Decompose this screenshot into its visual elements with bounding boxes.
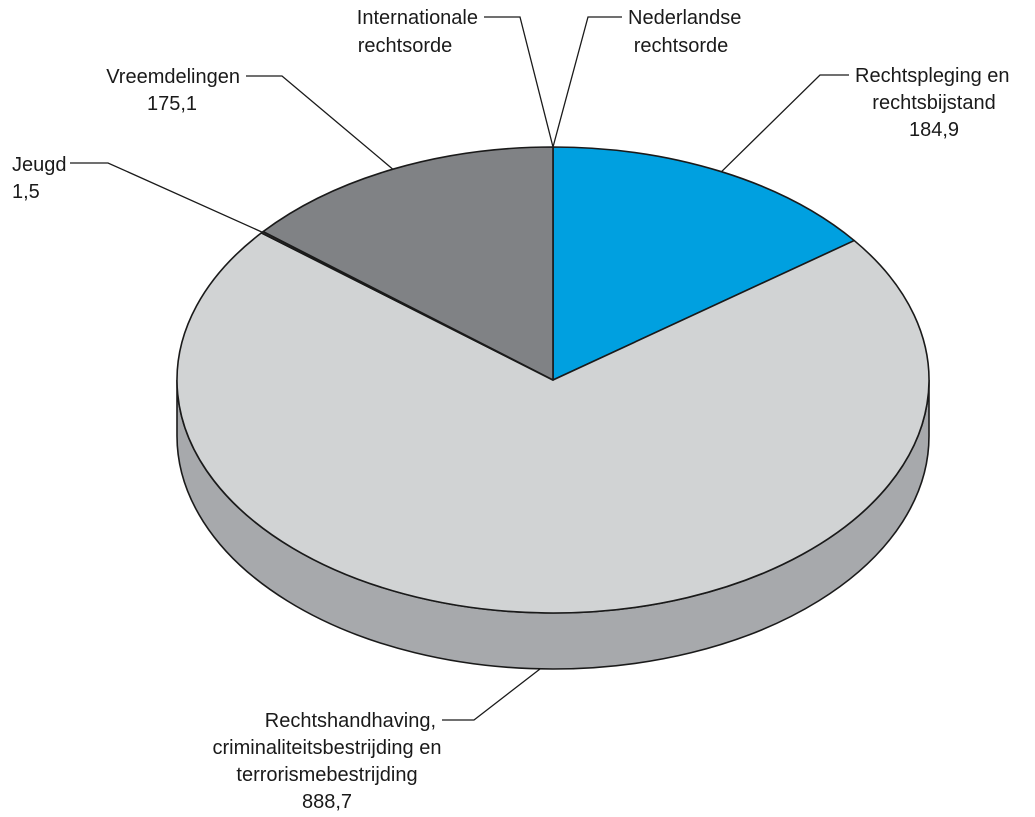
label-jeugd-value: 1,5 [12,181,40,203]
label-nederlandse-line1: Nederlandse [628,7,741,29]
label-rechtspleging-line2: rechtsbijstand [872,92,995,114]
pie-slices [176,146,930,614]
label-internationale-line2: rechtsorde [358,35,453,57]
leader-line-nederlandse [552,16,622,148]
leader-line-rechtspleging [721,74,849,173]
pie-slice-vreemdelingen [262,146,554,381]
label-rechtshandhaving-value: 888,7 [302,791,352,813]
label-rechtshandhaving-line3: terrorismebestrijding [236,764,417,786]
label-rechtspleging-line1: Rechtspleging en [855,65,1010,87]
leader-line-vreemdelingen [246,75,394,170]
label-nederlandse-line2: rechtsorde [634,35,729,57]
label-vreemdelingen-value: 175,1 [147,93,197,115]
label-rechtspleging-value: 184,9 [909,119,959,141]
label-rechtshandhaving-line2: criminaliteitsbestrijding en [213,737,442,759]
label-jeugd-name: Jeugd [12,154,67,176]
label-jeugd: Jeugd 1,5 [12,154,67,203]
pie-slice-rechtshandhaving [176,232,930,614]
leader-lines [70,16,849,721]
label-vreemdelingen: Vreemdelingen 175,1 [106,66,240,115]
label-vreemdelingen-name: Vreemdelingen [106,66,240,88]
label-nederlandse: Nederlandse rechtsorde [628,7,741,57]
leader-line-jeugd [70,162,263,233]
leader-line-internationale [484,16,554,148]
label-rechtspleging: Rechtspleging en rechtsbijstand 184,9 [855,65,1010,141]
leader-line-rechtshandhaving [442,668,541,721]
label-rechtshandhaving: Rechtshandhaving, criminaliteitsbestrijd… [213,710,442,813]
label-internationale-line1: Internationale [357,7,478,29]
label-rechtshandhaving-line1: Rechtshandhaving, [265,710,436,732]
label-internationale: Internationale rechtsorde [357,7,478,57]
